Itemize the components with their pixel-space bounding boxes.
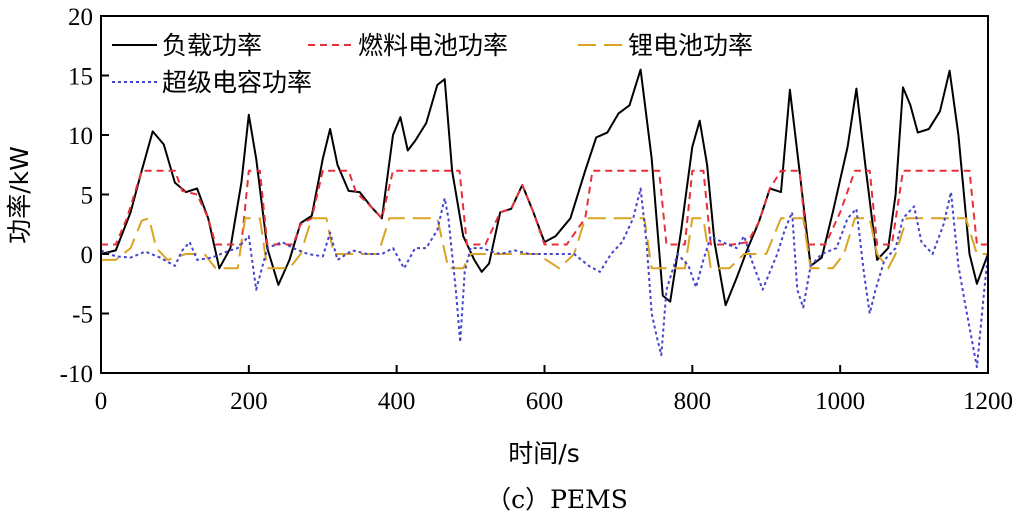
series-line-1 <box>101 169 988 246</box>
y-tick-label: 0 <box>81 242 94 269</box>
x-tick-label: 200 <box>230 388 268 415</box>
series-line-3 <box>100 187 989 369</box>
figure-caption: （c）PEMS <box>486 485 628 514</box>
y-tick-label: 15 <box>68 64 93 91</box>
y-tick-label: 20 <box>68 4 93 31</box>
y-tick-label: -10 <box>60 361 93 388</box>
legend-label-3: 超级电容功率 <box>162 68 312 97</box>
x-tick-label: 400 <box>378 388 416 415</box>
x-axis-label: 时间/s <box>508 439 579 468</box>
y-tick-label: 5 <box>81 183 94 210</box>
x-tick-label: 600 <box>526 388 564 415</box>
x-tick-label: 800 <box>674 388 712 415</box>
x-tick-label: 1000 <box>815 388 865 415</box>
legend-label-0: 负载功率 <box>162 31 262 60</box>
y-tick-label: 10 <box>68 123 93 150</box>
y-axis-label: 功率/kW <box>5 146 34 244</box>
series-line-2 <box>101 217 988 270</box>
x-tick-label: 1200 <box>963 388 1013 415</box>
series-line-0 <box>100 68 989 307</box>
y-tick-label: -5 <box>72 302 93 329</box>
legend-label-1: 燃料电池功率 <box>358 31 508 60</box>
x-tick-label: 0 <box>95 388 108 415</box>
legend-label-2: 锂电池功率 <box>628 31 753 60</box>
